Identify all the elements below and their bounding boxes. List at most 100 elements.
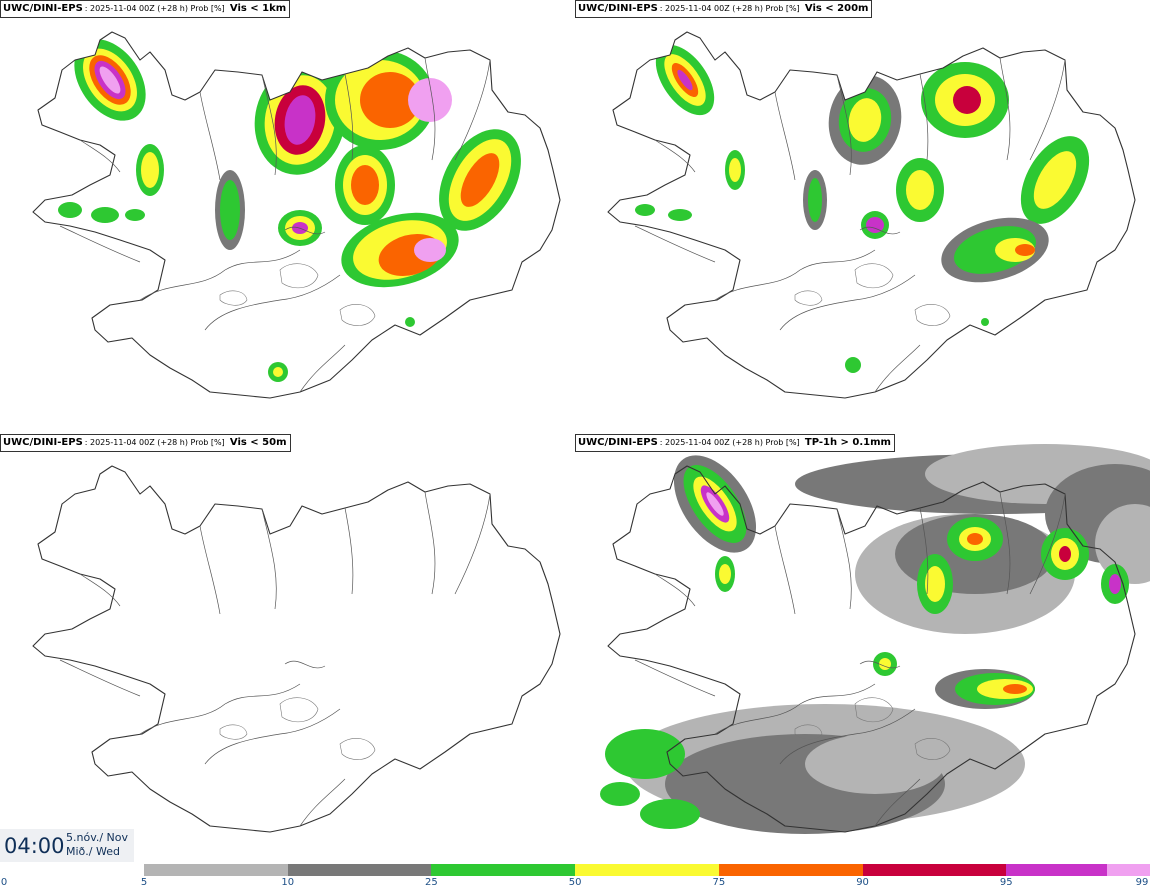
road-line xyxy=(299,344,346,393)
road-line xyxy=(199,525,221,615)
probability-areas xyxy=(58,39,521,382)
valid-time-box: 04:00 5.nóv./ Nov Mið./ Wed xyxy=(0,829,134,862)
road-line xyxy=(774,91,796,181)
map-canvas xyxy=(607,31,1136,399)
map-panel-vis-50m: UWC/DINI-EPS: 2025-11-04 00Z (+28 h) Pro… xyxy=(0,434,575,866)
coastline xyxy=(32,465,561,833)
road-line xyxy=(836,508,852,610)
probability-area xyxy=(677,69,693,91)
probability-area xyxy=(58,202,82,218)
probability-area xyxy=(729,158,741,182)
road-line xyxy=(634,659,716,697)
road-line xyxy=(284,226,326,235)
probability-area xyxy=(635,204,655,216)
probability-colorbar xyxy=(144,864,1150,876)
probability-area xyxy=(99,66,121,94)
glacier-outline xyxy=(219,290,248,306)
map-canvas xyxy=(32,31,561,399)
road-line xyxy=(59,659,141,697)
road-line xyxy=(874,778,921,827)
probability-areas xyxy=(635,44,1090,373)
glacier-outline xyxy=(914,738,951,760)
road-line xyxy=(454,493,491,595)
probability-area xyxy=(1059,546,1071,562)
road-line xyxy=(139,249,301,301)
model-source: UWC/DINI-EPS xyxy=(3,3,83,14)
probability-area xyxy=(273,367,283,377)
glacier-outline xyxy=(794,290,823,306)
run-info: : 2025-11-04 00Z (+28 h) Prob [%] xyxy=(659,4,800,13)
colorbar-bin xyxy=(144,864,288,876)
road-line xyxy=(59,225,141,263)
probability-area xyxy=(1003,684,1027,694)
probability-area xyxy=(1015,244,1035,256)
probability-area xyxy=(405,317,415,327)
map-canvas xyxy=(600,444,1150,834)
glacier-outline xyxy=(339,738,376,760)
colorbar-tick-label: 95 xyxy=(999,877,1013,888)
road-line xyxy=(79,139,121,173)
road-line xyxy=(919,507,929,595)
glacier-outline xyxy=(279,263,319,289)
probability-area xyxy=(360,72,420,128)
coastline xyxy=(607,465,1136,833)
probability-area xyxy=(1033,151,1077,209)
map-panel-vis-200m: UWC/DINI-EPS: 2025-11-04 00Z (+28 h) Pro… xyxy=(575,0,1150,432)
probability-area xyxy=(1109,574,1121,594)
variable-label: Vis < 200m xyxy=(804,3,869,14)
probability-area xyxy=(414,238,446,262)
probability-area xyxy=(805,734,945,794)
valid-date: 5.nóv./ Nov xyxy=(66,831,129,844)
road-line xyxy=(859,226,901,235)
glacier-outline xyxy=(854,263,894,289)
colorbar-tick-label: 10 xyxy=(281,877,295,888)
probability-area xyxy=(605,729,685,779)
colorbar-tick-label: 5 xyxy=(140,877,148,888)
probability-area xyxy=(351,165,379,205)
road-line xyxy=(919,73,929,161)
road-line xyxy=(779,274,916,331)
coastline xyxy=(607,31,1136,399)
road-line xyxy=(344,507,354,595)
panel-title: UWC/DINI-EPS: 2025-11-04 00Z (+28 h) Pro… xyxy=(575,0,873,18)
road-line xyxy=(454,59,491,161)
road-line xyxy=(999,57,1011,161)
probability-area xyxy=(866,217,884,233)
road-line xyxy=(204,274,341,331)
road-line xyxy=(654,139,696,173)
road-line xyxy=(859,660,901,669)
variable-label: TP-1h > 0.1mm xyxy=(804,437,891,448)
probability-area xyxy=(1095,504,1150,584)
probability-area xyxy=(925,566,945,602)
road-line xyxy=(424,491,436,595)
variable-label: Vis < 1km xyxy=(229,3,287,14)
road-line xyxy=(261,508,277,610)
road-line xyxy=(139,683,301,735)
probability-area xyxy=(981,318,989,326)
colorbar-tick-label: 0 xyxy=(0,877,8,888)
run-info: : 2025-11-04 00Z (+28 h) Prob [%] xyxy=(84,438,225,447)
model-source: UWC/DINI-EPS xyxy=(578,437,658,448)
panel-title: UWC/DINI-EPS: 2025-11-04 00Z (+28 h) Pro… xyxy=(0,0,291,18)
road-line xyxy=(204,708,341,765)
panel-title: UWC/DINI-EPS: 2025-11-04 00Z (+28 h) Pro… xyxy=(0,434,291,452)
probability-area xyxy=(460,153,500,207)
colorbar-tick-label: 90 xyxy=(856,877,869,888)
road-line xyxy=(1029,59,1066,161)
colorbar-bin xyxy=(575,864,719,876)
road-line xyxy=(714,249,876,301)
road-line xyxy=(634,225,716,263)
road-line xyxy=(344,73,354,161)
colorbar-tick-label: 99 xyxy=(1135,877,1149,888)
map-panel-precip: UWC/DINI-EPS: 2025-11-04 00Z (+28 h) Pro… xyxy=(575,434,1150,866)
colorbar-tick-label: 25 xyxy=(425,877,438,888)
colorbar-bin xyxy=(718,864,863,876)
map-canvas xyxy=(32,465,561,833)
probability-area xyxy=(668,209,692,221)
valid-weekday: Mið./ Wed xyxy=(66,845,120,858)
panel-title: UWC/DINI-EPS: 2025-11-04 00Z (+28 h) Pro… xyxy=(575,434,895,452)
coastline xyxy=(32,31,561,399)
colorbar-bin xyxy=(1006,864,1107,876)
probability-area xyxy=(220,180,240,240)
road-line xyxy=(199,91,221,181)
